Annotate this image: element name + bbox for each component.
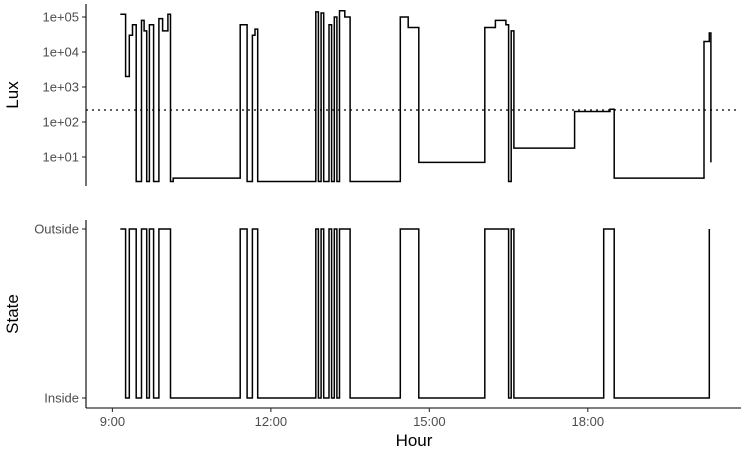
state-y-tick-label: Inside: [44, 391, 79, 406]
lux-y-ticks: 1e+01 1e+02 1e+03 1e+04 1e+05: [42, 10, 86, 165]
state-series-line: [120, 228, 711, 399]
lux-y-tick-label: 1e+03: [42, 80, 79, 95]
x-tick-label: 18:00: [572, 414, 605, 429]
x-tick-label: 9:00: [100, 414, 125, 429]
hour-axis-title: Hour: [396, 431, 433, 450]
state-y-tick-label: Outside: [34, 222, 79, 237]
lux-panel: Lux 1e+01 1e+02 1e+03 1e+04 1e+05: [3, 4, 738, 186]
state-y-ticks: Inside Outside: [34, 222, 86, 406]
x-tick-label: 12:00: [255, 414, 288, 429]
lux-y-tick-label: 1e+04: [42, 45, 79, 60]
lux-series-line: [120, 10, 712, 183]
x-tick-label: 15:00: [413, 414, 446, 429]
state-x-ticks: 9:00 12:00 15:00 18:00: [100, 408, 604, 429]
lux-axis-title: Lux: [3, 81, 22, 109]
lux-y-tick-label: 1e+05: [42, 10, 79, 25]
lux-y-tick-label: 1e+01: [42, 150, 79, 165]
state-axis-title: State: [3, 294, 22, 334]
lux-y-tick-label: 1e+02: [42, 115, 79, 130]
